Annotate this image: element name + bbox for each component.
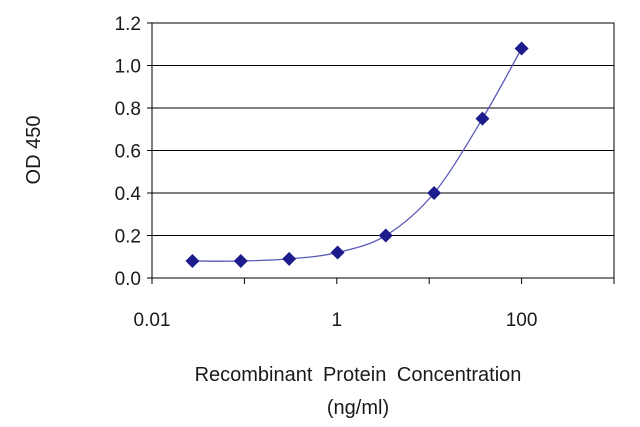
data-point-marker bbox=[427, 186, 442, 200]
data-point-marker bbox=[233, 254, 248, 268]
y-tick-label: 0.0 bbox=[115, 269, 141, 290]
y-axis-label: OD 450 bbox=[23, 116, 45, 185]
y-tick-label: 1.0 bbox=[115, 57, 141, 78]
data-point-marker bbox=[514, 41, 529, 56]
x-tick-label: 100 bbox=[506, 310, 538, 331]
data-point-marker bbox=[282, 251, 297, 266]
x-tick-label: 0.01 bbox=[134, 310, 171, 331]
data-point-marker bbox=[378, 228, 393, 243]
y-tick-label: 0.6 bbox=[115, 142, 141, 163]
y-tick-label: 0.2 bbox=[115, 227, 141, 248]
y-tick-label: 1.2 bbox=[115, 14, 141, 35]
data-points bbox=[185, 41, 529, 268]
gridlines bbox=[152, 22, 614, 279]
x-tick-label: 1 bbox=[332, 310, 343, 331]
x-axis-unit: (ng/ml) bbox=[327, 397, 389, 419]
y-tick-label: 0.8 bbox=[115, 99, 141, 120]
x-axis-ticks: 0.01 1 100 bbox=[134, 278, 615, 331]
data-point-marker bbox=[475, 111, 490, 126]
y-axis-ticks: 0.0 0.2 0.4 0.6 0.8 1.0 1.2 bbox=[115, 14, 152, 290]
y-tick-label: 0.4 bbox=[115, 184, 142, 205]
data-point-marker bbox=[185, 254, 200, 268]
series-curve bbox=[192, 48, 523, 262]
x-axis-label: Recombinant Protein Concentration bbox=[195, 364, 522, 386]
data-point-marker bbox=[330, 245, 345, 260]
